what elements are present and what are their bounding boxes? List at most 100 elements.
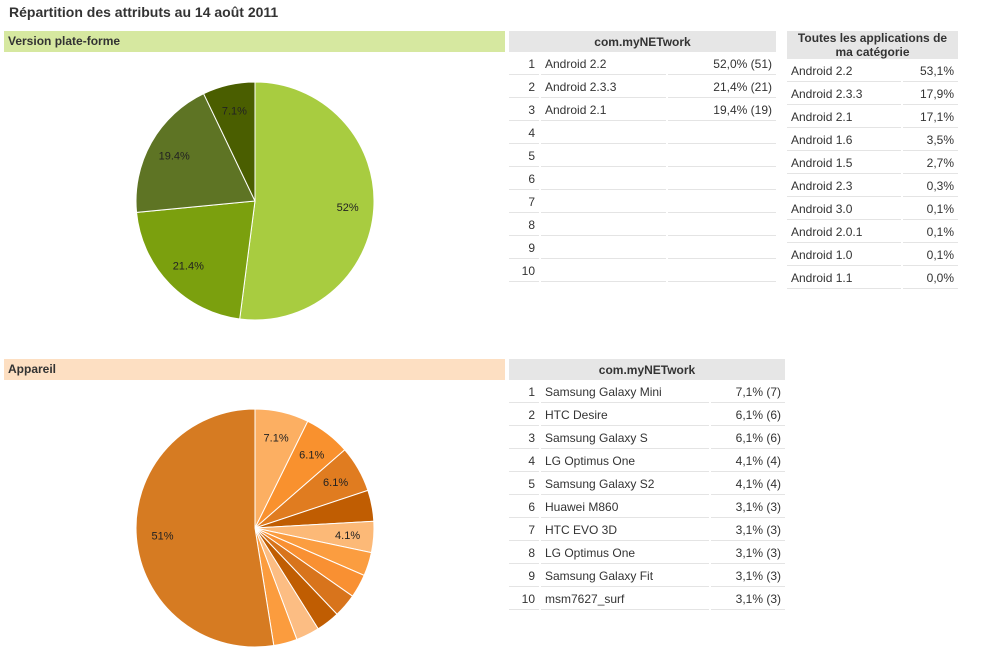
version-category-row: Android 1.6 3,5% (787, 130, 958, 151)
version-app-value-cell (668, 146, 776, 167)
version-category-row: Android 2.0.1 0,1% (787, 222, 958, 243)
device-app-name-cell: Samsung Galaxy Fit (541, 566, 709, 587)
device-app-table: com.myNETwork 1 Samsung Galaxy Mini 7,1% (… (507, 357, 787, 612)
version-app-row: 10 (509, 261, 776, 282)
version-category-row: Android 2.3.3 17,9% (787, 84, 958, 105)
version-category-value-cell: 17,9% (903, 84, 958, 105)
version-app-index-cell: 5 (509, 146, 539, 167)
device-app-index-cell: 2 (509, 405, 539, 426)
version-app-name-cell (541, 192, 666, 213)
device-app-row: 5 Samsung Galaxy S2 4,1% (4) (509, 474, 785, 495)
version-category-name-cell: Android 1.6 (787, 130, 902, 151)
version-app-row: 9 (509, 238, 776, 259)
version-category-table: Toutes les applications de ma catégorie … (785, 29, 960, 291)
version-app-name-cell (541, 123, 666, 144)
device-pie-chart: 7.1% 6.1% 6.1% 4.1% 51% (135, 408, 375, 648)
version-category-value-cell: 0,0% (903, 268, 958, 289)
device-app-value-cell: 4,1% (4) (711, 474, 785, 495)
device-app-row: 7 HTC EVO 3D 3,1% (3) (509, 520, 785, 541)
version-category-value-cell: 2,7% (903, 153, 958, 174)
version-app-name-cell: Android 2.1 (541, 100, 666, 121)
version-app-table: com.myNETwork 1 Android 2.2 52,0% (51) 2 And… (507, 29, 778, 284)
version-category-value-cell: 53,1% (903, 61, 958, 82)
version-category-value-cell: 3,5% (903, 130, 958, 151)
version-category-row: Android 2.2 53,1% (787, 61, 958, 82)
version-app-index-cell: 3 (509, 100, 539, 121)
version-app-value-cell (668, 238, 776, 259)
version-app-index-cell: 9 (509, 238, 539, 259)
device-app-index-cell: 5 (509, 474, 539, 495)
version-category-name-cell: Android 2.3.3 (787, 84, 902, 105)
version-app-index-cell: 8 (509, 215, 539, 236)
device-app-table-header: com.myNETwork (509, 359, 785, 380)
version-pie-slice[interactable] (202, 81, 256, 202)
version-category-value-cell: 0,1% (903, 222, 958, 243)
device-app-row: 9 Samsung Galaxy Fit 3,1% (3) (509, 566, 785, 587)
version-app-name-cell (541, 238, 666, 259)
version-section-header: Version plate-forme (4, 31, 505, 52)
page-title: Répartition des attributs au 14 août 201… (9, 4, 279, 20)
version-pie-chart: 52% 21.4% 19.4% 7.1% (135, 81, 375, 321)
device-app-value-cell: 3,1% (3) (711, 566, 785, 587)
version-app-value-cell: 21,4% (21) (668, 77, 776, 98)
version-category-row: Android 1.1 0,0% (787, 268, 958, 289)
device-app-name-cell: Samsung Galaxy S (541, 428, 709, 449)
version-app-index-cell: 6 (509, 169, 539, 190)
version-category-row: Android 2.3 0,3% (787, 176, 958, 197)
version-category-name-cell: Android 1.1 (787, 268, 902, 289)
version-app-value-cell: 52,0% (51) (668, 54, 776, 75)
version-category-name-cell: Android 1.5 (787, 153, 902, 174)
device-app-row: 10 msm7627_surf 3,1% (3) (509, 589, 785, 610)
version-category-value-cell: 0,3% (903, 176, 958, 197)
version-app-row: 5 (509, 146, 776, 167)
version-app-index-cell: 7 (509, 192, 539, 213)
version-category-value-cell: 0,1% (903, 199, 958, 220)
device-app-name-cell: HTC Desire (541, 405, 709, 426)
version-app-index-cell: 1 (509, 54, 539, 75)
version-pie-slice-label: 21.4% (173, 261, 204, 273)
device-app-row: 2 HTC Desire 6,1% (6) (509, 405, 785, 426)
device-app-index-cell: 6 (509, 497, 539, 518)
version-app-row: 3 Android 2.1 19,4% (19) (509, 100, 776, 121)
version-app-index-cell: 10 (509, 261, 539, 282)
device-app-value-cell: 6,1% (6) (711, 405, 785, 426)
version-app-table-header: com.myNETwork (509, 31, 776, 52)
device-pie-slice[interactable] (135, 408, 275, 648)
device-app-row: 3 Samsung Galaxy S 6,1% (6) (509, 428, 785, 449)
version-app-name-cell (541, 261, 666, 282)
version-pie-slice[interactable] (136, 200, 256, 320)
device-app-index-cell: 9 (509, 566, 539, 587)
device-pie-slice-label: 6.1% (299, 450, 324, 462)
device-pie-slice-label: 6.1% (323, 477, 348, 489)
version-app-index-cell: 4 (509, 123, 539, 144)
version-category-table-header: Toutes les applications de ma catégorie (787, 31, 958, 59)
version-category-name-cell: Android 2.0.1 (787, 222, 902, 243)
version-pie-slice[interactable] (239, 81, 375, 321)
version-app-row: 8 (509, 215, 776, 236)
device-app-name-cell: Huawei M860 (541, 497, 709, 518)
version-category-value-cell: 17,1% (903, 107, 958, 128)
version-category-name-cell: Android 2.2 (787, 61, 902, 82)
device-app-row: 1 Samsung Galaxy Mini 7,1% (7) (509, 382, 785, 403)
device-app-value-cell: 3,1% (3) (711, 520, 785, 541)
version-app-row: 2 Android 2.3.3 21,4% (21) (509, 77, 776, 98)
version-category-name-cell: Android 3.0 (787, 199, 902, 220)
version-category-name-cell: Android 1.0 (787, 245, 902, 266)
device-app-name-cell: Samsung Galaxy S2 (541, 474, 709, 495)
device-app-index-cell: 7 (509, 520, 539, 541)
version-app-value-cell (668, 261, 776, 282)
device-app-row: 4 LG Optimus One 4,1% (4) (509, 451, 785, 472)
device-pie-slice-label: 51% (151, 530, 173, 542)
version-category-name-cell: Android 2.3 (787, 176, 902, 197)
device-app-index-cell: 10 (509, 589, 539, 610)
device-app-row: 8 LG Optimus One 3,1% (3) (509, 543, 785, 564)
version-app-row: 7 (509, 192, 776, 213)
device-app-index-cell: 4 (509, 451, 539, 472)
device-app-index-cell: 3 (509, 428, 539, 449)
version-pie-slice-label: 52% (337, 202, 359, 214)
version-app-value-cell: 19,4% (19) (668, 100, 776, 121)
device-app-value-cell: 4,1% (4) (711, 451, 785, 472)
device-section-header: Appareil (4, 359, 505, 380)
version-pie-slice-label: 19.4% (159, 150, 190, 162)
version-pie-slice[interactable] (135, 93, 256, 213)
